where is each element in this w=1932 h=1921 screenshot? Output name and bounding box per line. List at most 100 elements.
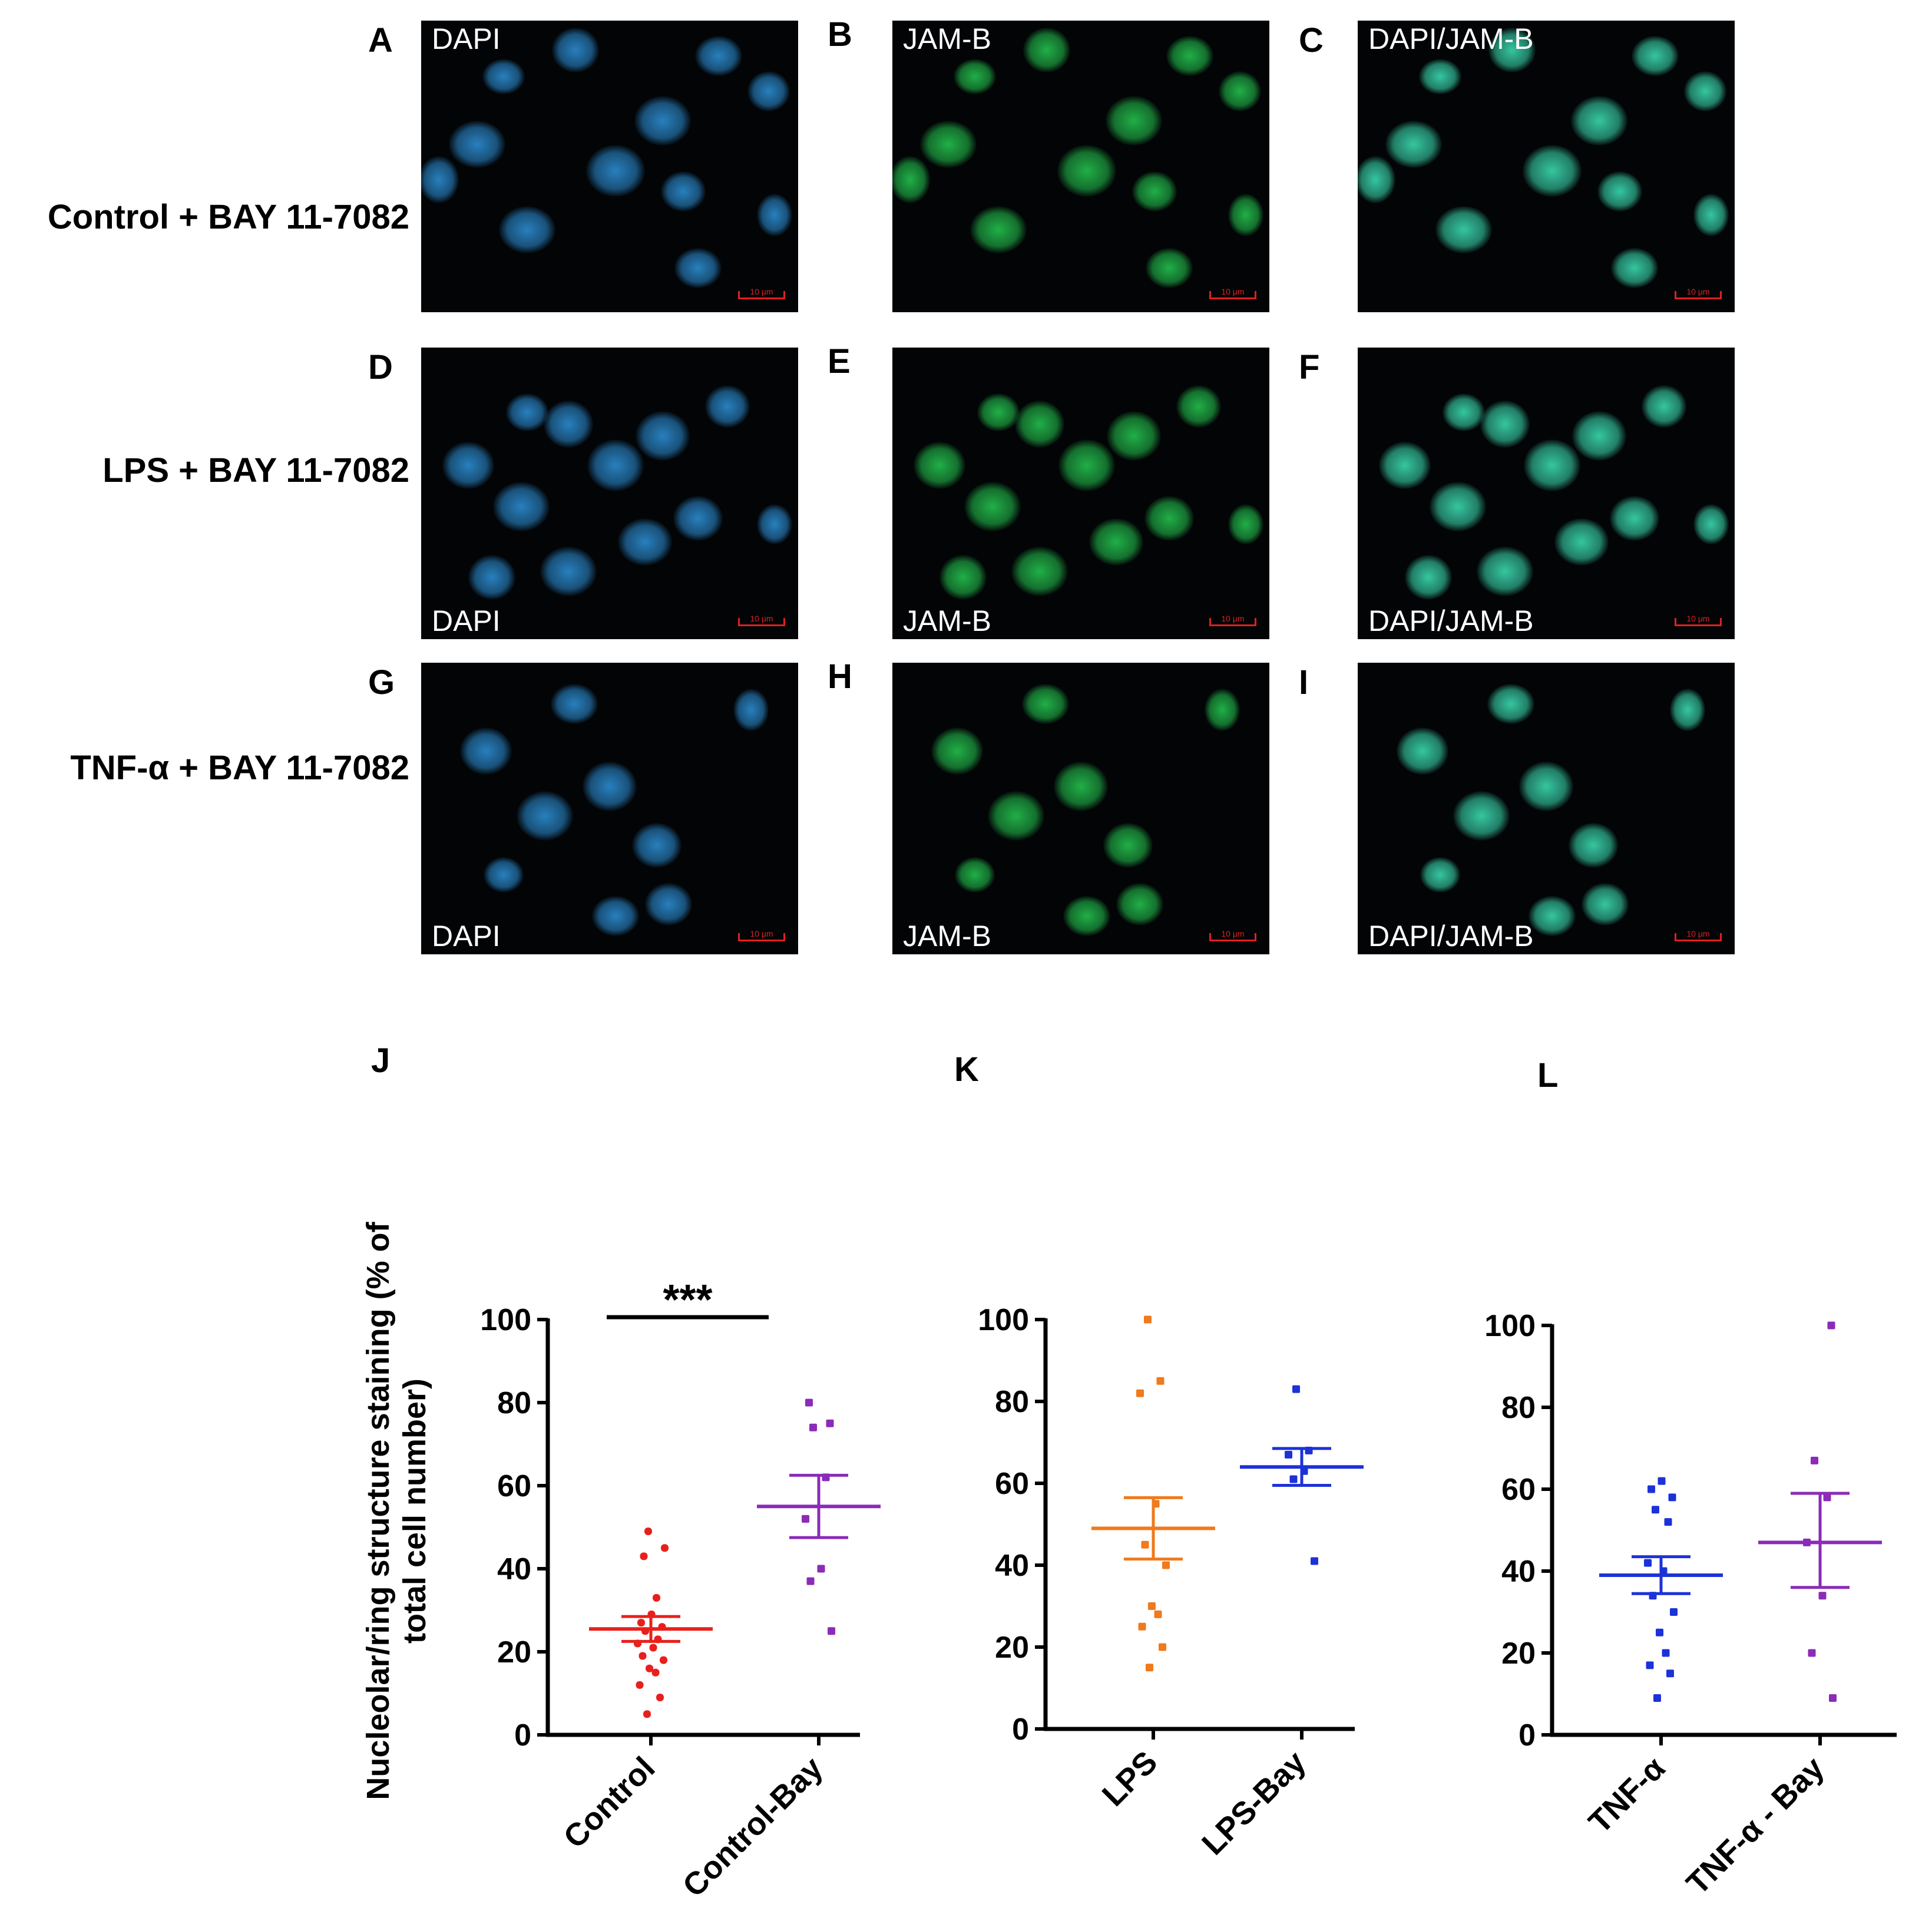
series-1 (1240, 1385, 1364, 1565)
data-point (644, 1527, 652, 1536)
y-tick-label: 60 (1501, 1473, 1536, 1507)
x-tick-label: TNF-α (1582, 1750, 1672, 1840)
panel-letter: E (828, 342, 851, 381)
data-point (1656, 1628, 1663, 1636)
cell-nucleus (468, 555, 515, 600)
cell-nucleus (988, 791, 1044, 841)
cell-nucleus (634, 96, 691, 146)
data-point (1668, 1493, 1676, 1502)
channel-label: DAPI (432, 22, 501, 55)
scale-bar: 10 μm (1675, 929, 1722, 941)
data-point (805, 1398, 813, 1407)
data-point (1148, 1602, 1156, 1610)
cell-nucleus (1379, 442, 1431, 489)
data-point (656, 1694, 664, 1702)
x-tick-label: LPS-Bay (1195, 1744, 1312, 1862)
data-point (1662, 1649, 1670, 1657)
scale-bar-label: 10 μm (1686, 287, 1710, 296)
y-tick-label: 0 (514, 1718, 531, 1753)
channel-label: JAM-B (903, 920, 991, 953)
cell-nucleus (1430, 482, 1486, 531)
cell-nucleus (499, 206, 555, 253)
x-tick-label: LPS (1096, 1744, 1165, 1813)
cell-nucleus (977, 394, 1020, 431)
cell-nucleus (1419, 59, 1461, 94)
cell-nucleus (1358, 156, 1395, 203)
cell-nucleus (955, 857, 995, 892)
cell-nucleus (1693, 504, 1729, 544)
cell-nucleus (632, 823, 682, 868)
panel-letter: B (828, 15, 852, 54)
data-point (1136, 1389, 1144, 1397)
cell-nucleus (964, 482, 1021, 531)
y-tick-label: 20 (497, 1635, 531, 1669)
scale-bar-label: 10 μm (1686, 929, 1710, 938)
y-axis-title-line: Nucleolar/ring structure staining (% of (360, 1221, 396, 1800)
series-1 (1758, 1321, 1882, 1702)
cell-nucleus (970, 206, 1027, 253)
data-point (1162, 1561, 1170, 1569)
data-point (653, 1593, 660, 1602)
data-point (637, 1619, 645, 1627)
y-tick-label: 60 (995, 1467, 1029, 1501)
cell-nucleus (1487, 684, 1534, 724)
scale-bar: 10 μm (738, 614, 785, 626)
scale-bar-label: 10 μm (1221, 614, 1245, 623)
data-point (661, 1544, 669, 1552)
y-tick-label: 100 (480, 1303, 531, 1337)
cell-nucleus (1405, 555, 1452, 600)
y-tick-label: 0 (1519, 1718, 1536, 1753)
y-tick-label: 20 (995, 1631, 1029, 1665)
channel-label: DAPI (432, 604, 501, 637)
cell-nucleus (482, 59, 525, 94)
cell-nucleus (1523, 145, 1582, 197)
cell-nucleus (493, 482, 550, 531)
data-point (802, 1515, 809, 1523)
cell-nucleus (1107, 411, 1161, 461)
micrograph-image: DAPI 10 μm (421, 348, 798, 639)
cell-nucleus (421, 156, 459, 203)
cell-nucleus (1146, 248, 1193, 288)
data-point (1811, 1456, 1818, 1464)
data-point (1285, 1450, 1292, 1459)
y-tick-label: 40 (497, 1552, 531, 1586)
x-tick-label: TNF-α - Bay (1680, 1750, 1831, 1902)
channel-label: DAPI/JAM-B (1368, 22, 1534, 55)
scale-bar-label: 10 μm (750, 929, 773, 938)
cell-nucleus (587, 439, 644, 491)
cell-nucleus (1684, 71, 1726, 111)
cell-nucleus (1176, 385, 1221, 428)
y-tick-label: 40 (1501, 1555, 1536, 1589)
x-tick-label: Control-Bay (676, 1750, 830, 1904)
scale-bar-label: 10 μm (750, 614, 773, 623)
micrograph-image: DAPI/JAM-B 10 μm (1358, 663, 1735, 954)
data-point (1154, 1610, 1162, 1618)
cell-nucleus (1670, 689, 1705, 731)
cell-nucleus (517, 791, 573, 841)
cell-nucleus (1054, 762, 1108, 811)
cell-nucleus (1571, 96, 1627, 146)
panel-letter: D (368, 348, 393, 386)
y-tick-label: 80 (497, 1386, 531, 1420)
cell-nucleus (1569, 823, 1618, 868)
cell-nucleus (1385, 121, 1442, 168)
cell-nucleus (449, 121, 505, 168)
data-point (1289, 1475, 1298, 1483)
cell-nucleus (540, 547, 597, 596)
chart-panel-k: K 0 20 40 60 80 100 LPS LPS-Bay (954, 1050, 1364, 1862)
cell-nucleus (1420, 857, 1460, 892)
chart-panel-letter: L (1537, 1056, 1558, 1095)
cell-nucleus (1116, 883, 1163, 925)
data-point (649, 1644, 657, 1652)
series-0 (589, 1527, 713, 1718)
cell-nucleus (757, 194, 792, 236)
cell-nucleus (583, 762, 637, 811)
cell-nucleus (1015, 401, 1064, 448)
cell-nucleus (1453, 791, 1510, 841)
cell-nucleus (1529, 896, 1576, 936)
micrograph-image: DAPI 10 μm (421, 663, 798, 954)
cell-nucleus (1610, 496, 1659, 541)
cell-nucleus (1219, 71, 1261, 111)
cell-nucleus (645, 883, 692, 925)
